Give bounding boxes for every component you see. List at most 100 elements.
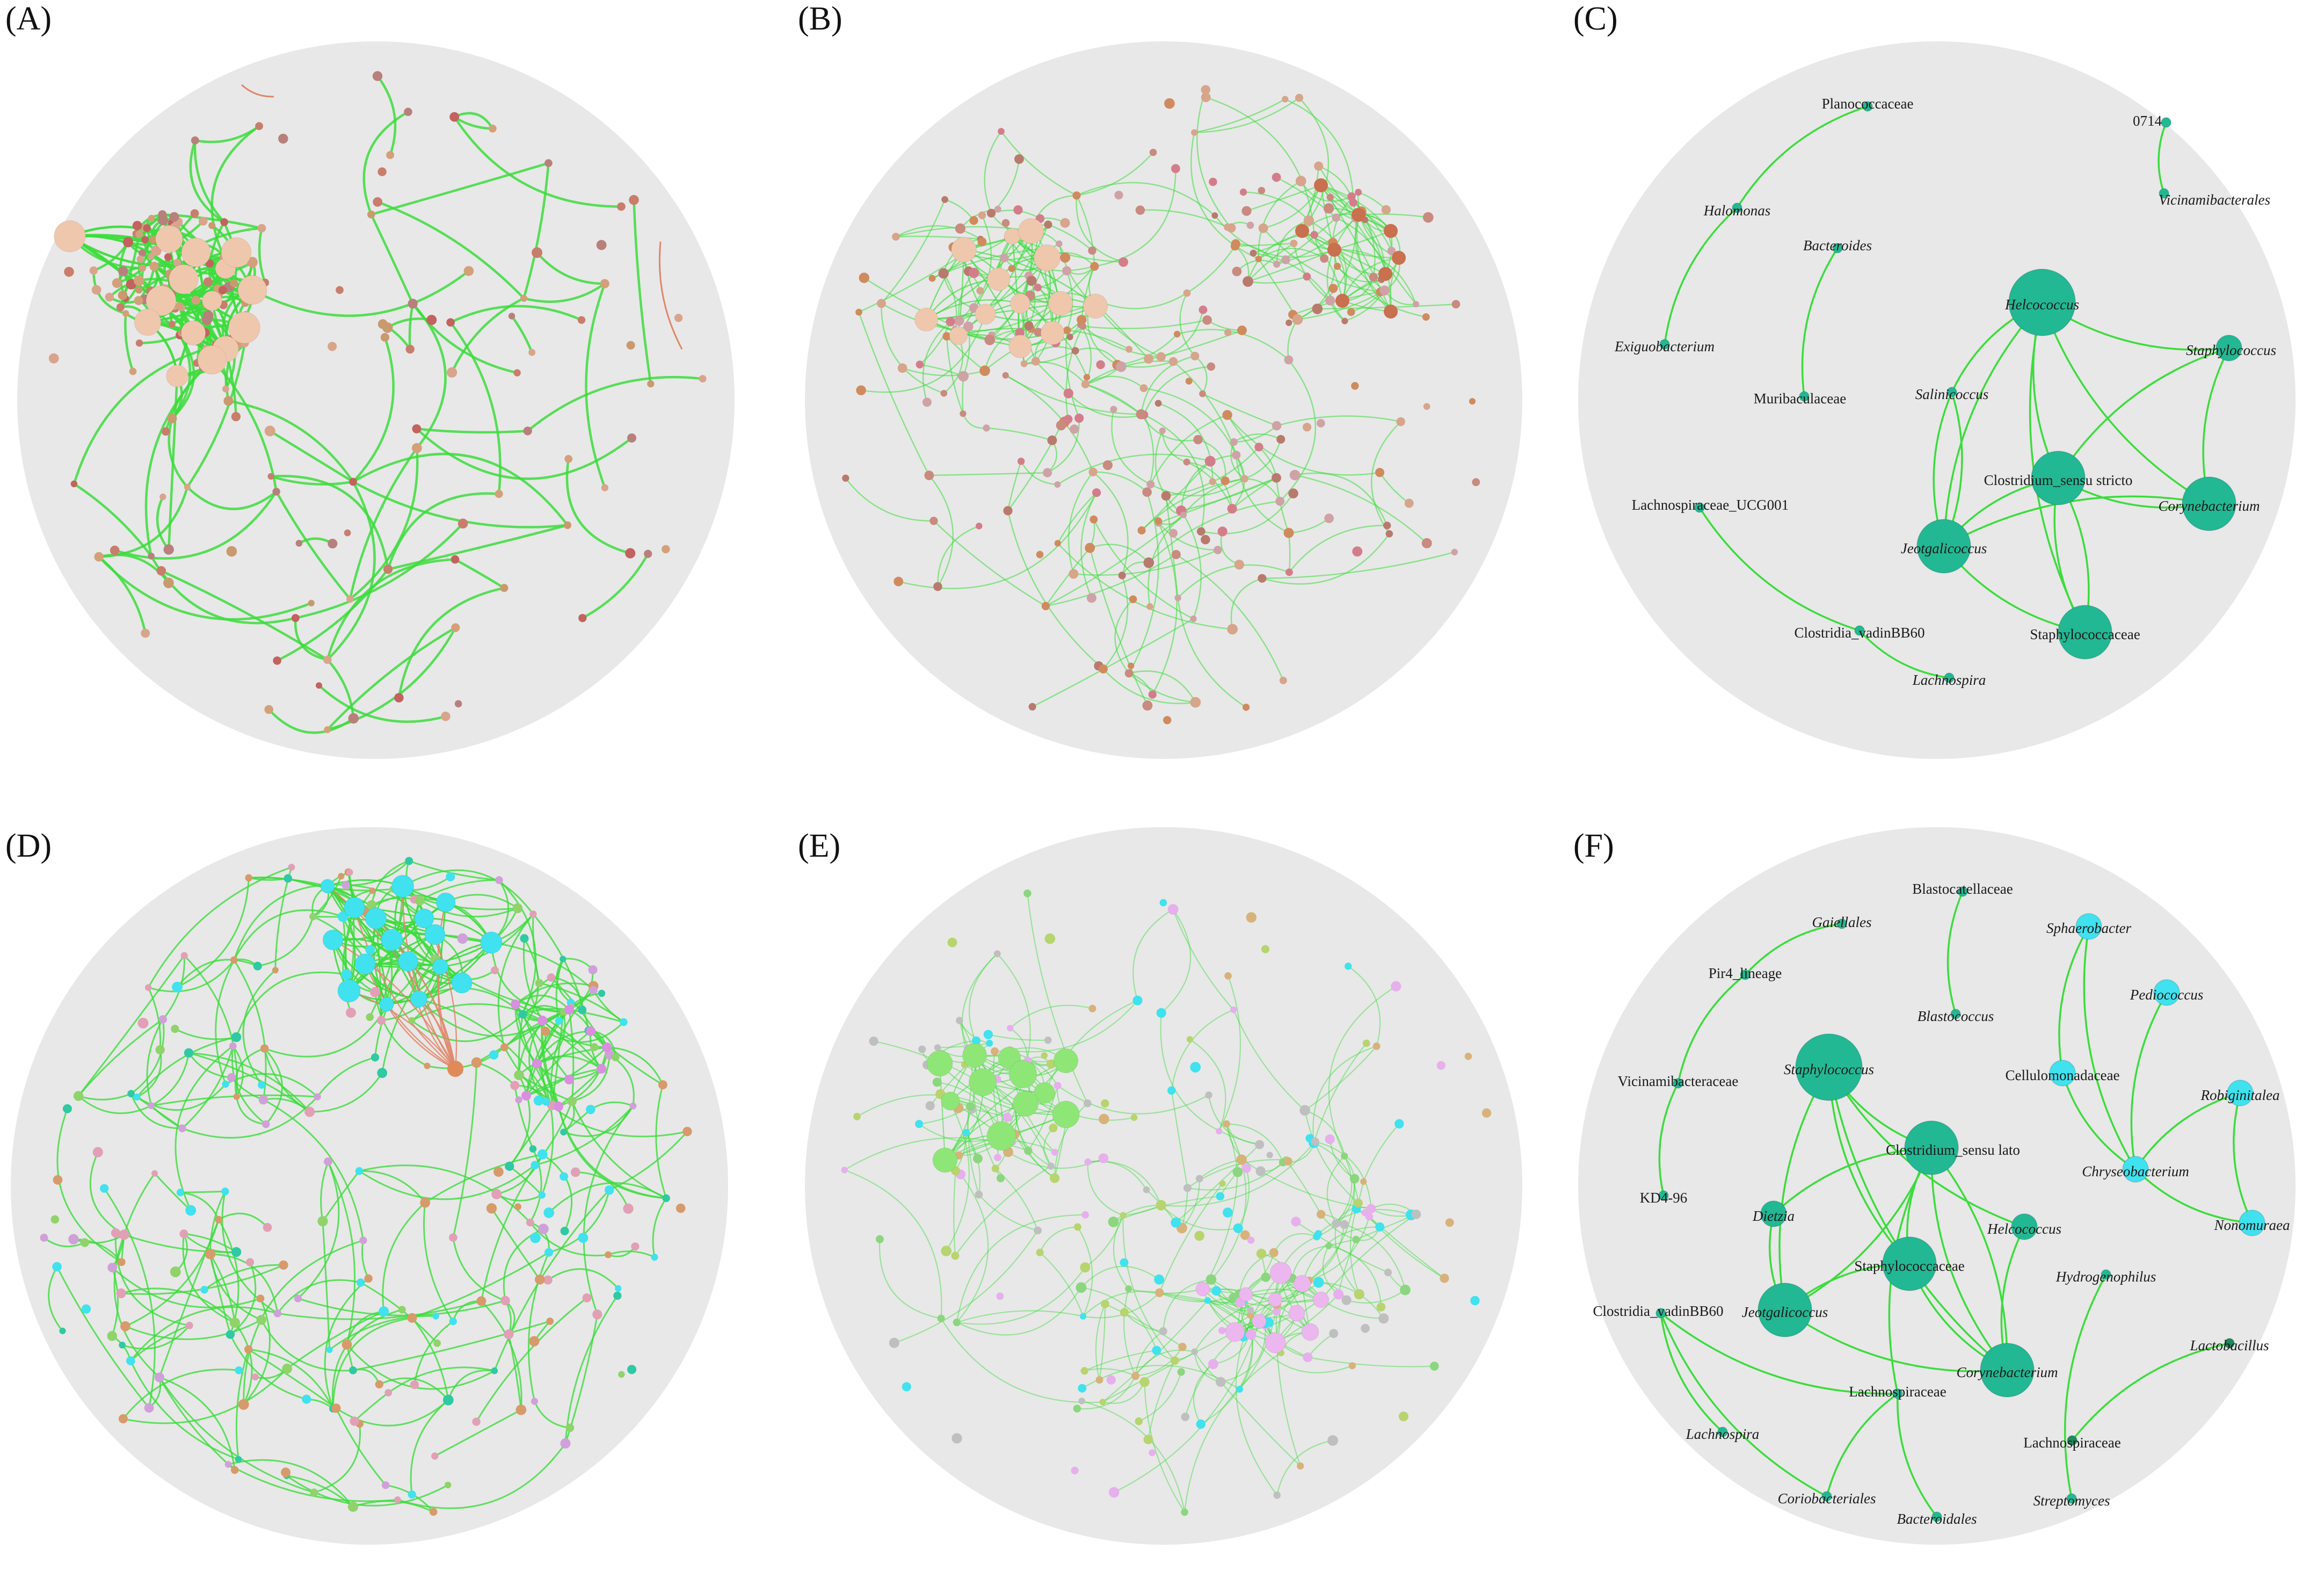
node-hub [391, 874, 415, 898]
node [1106, 1375, 1116, 1385]
node [1202, 315, 1212, 325]
node [1931, 1511, 1942, 1522]
node [156, 566, 166, 576]
edge-positive [1744, 923, 1842, 976]
node [91, 285, 101, 295]
edge-positive [1175, 554, 1284, 681]
node [1125, 345, 1133, 353]
edge-positive [1313, 1042, 1367, 1143]
node-hub [1314, 178, 1328, 192]
node [514, 1203, 521, 1211]
edge-positive [123, 1368, 288, 1424]
edge-positive [1048, 224, 1093, 251]
node [1191, 1348, 1198, 1356]
node [984, 335, 995, 345]
edge-positive [177, 878, 250, 988]
node [245, 874, 252, 882]
edge-positive [452, 1062, 478, 1238]
node-label: Clostridium_sensu lato [1886, 1142, 2020, 1158]
edge-positive [2058, 926, 2090, 1074]
node [251, 1373, 259, 1381]
edge-positive [181, 1046, 234, 1129]
edge-positive [309, 1072, 383, 1113]
node [1341, 1152, 1348, 1160]
node [491, 1367, 498, 1374]
edge-positive [314, 1423, 361, 1494]
edge-positive [1135, 1346, 1183, 1377]
node [310, 1488, 318, 1497]
node [1323, 203, 1334, 214]
node [342, 881, 350, 889]
node [1156, 1200, 1167, 1211]
node-hub [181, 237, 211, 267]
node [631, 1242, 640, 1251]
node [291, 614, 300, 622]
node [916, 360, 924, 368]
edge-positive [379, 1377, 449, 1401]
node [185, 1205, 197, 1216]
edge-positive [1090, 544, 1150, 563]
edge-positive [878, 1239, 941, 1319]
node [1063, 326, 1071, 335]
node [596, 240, 607, 250]
node [617, 202, 626, 211]
edge-positive [1099, 1304, 1106, 1380]
edge-positive [1186, 461, 1233, 509]
edge-positive [1258, 180, 1302, 259]
edge-positive [249, 877, 357, 903]
node-hub [365, 907, 387, 930]
edge-positive [1189, 1039, 1226, 1132]
edge-positive [112, 1266, 261, 1308]
edge-positive [121, 1287, 236, 1323]
edge-positive [454, 558, 505, 589]
edge-positive [210, 1253, 279, 1314]
node [504, 1329, 514, 1340]
edge-positive [1023, 346, 1076, 364]
node [377, 167, 387, 177]
edge-positive [1231, 454, 1245, 510]
edge-positive [411, 1013, 524, 1042]
edge-positive [242, 969, 276, 1085]
node [1161, 491, 1171, 501]
node [442, 1394, 454, 1406]
node [590, 1043, 599, 1052]
edge-positive [1275, 477, 1290, 533]
edge-positive [1128, 1288, 1203, 1294]
node [2008, 269, 2076, 336]
node [141, 236, 149, 244]
node [1178, 1343, 1187, 1351]
edge-positive [1213, 1315, 1252, 1365]
node [94, 552, 104, 562]
edge-positive [248, 1348, 334, 1409]
edge-positive [77, 955, 185, 1097]
node [1224, 329, 1232, 336]
node [933, 582, 942, 591]
node [1144, 354, 1153, 364]
edge-positive [585, 283, 606, 488]
node [489, 1050, 499, 1060]
node [941, 1246, 952, 1256]
node [253, 961, 262, 971]
edge-positive [1148, 514, 1184, 607]
edge-positive [1784, 1147, 1933, 1311]
edge-positive [144, 348, 227, 556]
edge-positive [896, 235, 981, 240]
node [543, 1275, 553, 1285]
node [1655, 1308, 1666, 1319]
node [1247, 1307, 1254, 1314]
edge-positive [228, 1464, 398, 1502]
edge-positive [320, 1161, 329, 1222]
node [555, 1017, 563, 1025]
node [143, 224, 151, 233]
edge-positive [1143, 414, 1205, 532]
node [597, 1064, 606, 1074]
node-label: Staphylococcaceae [1854, 1258, 1964, 1274]
node [1957, 886, 1968, 897]
edge-positive [1335, 217, 1392, 312]
edge-positive [1235, 242, 1294, 247]
edge-positive [1230, 577, 1262, 629]
node [1199, 390, 1206, 397]
node [1193, 435, 1203, 445]
node [1132, 995, 1143, 1005]
edge-positive [48, 1266, 63, 1331]
